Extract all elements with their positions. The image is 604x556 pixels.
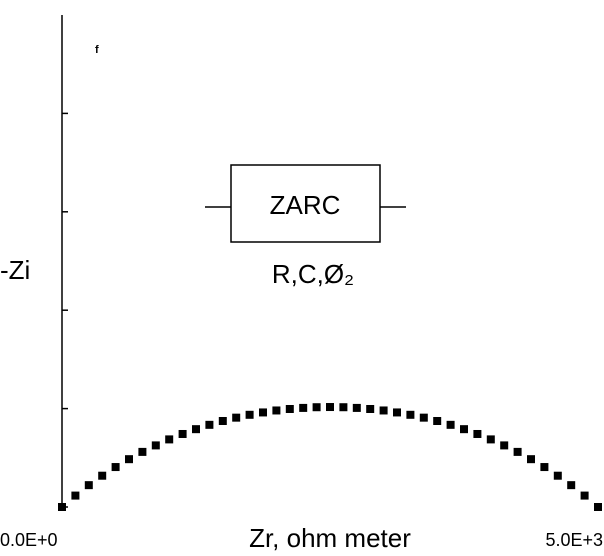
data-point (58, 503, 66, 511)
data-point (71, 491, 80, 500)
data-point (460, 425, 468, 434)
x-tick-label: 0.0E+0 (0, 530, 58, 550)
data-point (178, 429, 187, 438)
data-point (165, 435, 174, 444)
data-point (299, 403, 308, 412)
data-point (272, 406, 281, 415)
data-point (500, 441, 509, 450)
data-point (259, 408, 267, 417)
data-point (366, 404, 375, 413)
data-point (245, 410, 254, 419)
data-point (151, 441, 160, 450)
data-point (433, 416, 442, 425)
data-point (446, 420, 455, 429)
data-point (406, 410, 415, 419)
data-point (379, 406, 388, 415)
data-point (352, 403, 361, 412)
panel-label: f (95, 44, 99, 56)
data-point (553, 471, 562, 480)
circuit-box (230, 164, 381, 243)
data-point (393, 408, 401, 417)
data-point (594, 503, 602, 511)
data-point (192, 425, 200, 434)
data-point (312, 403, 321, 412)
data-point (567, 481, 576, 490)
data-point (513, 447, 522, 456)
data-point (326, 403, 334, 412)
data-point (218, 416, 227, 425)
data-point (138, 447, 147, 456)
data-point (473, 429, 482, 438)
circuit-params: R,C,Ø₂ (272, 259, 354, 289)
data-point (84, 481, 93, 490)
data-point (205, 420, 214, 429)
data-point (339, 403, 348, 412)
data-point (98, 471, 107, 480)
data-point (527, 455, 535, 464)
data-point (111, 463, 120, 472)
data-point (285, 404, 294, 413)
x-tick-label: 5.0E+3 (545, 530, 603, 550)
data-point (540, 463, 549, 472)
data-point (125, 455, 133, 464)
data-point (419, 413, 428, 422)
y-axis-label: -Zi (0, 255, 30, 285)
circuit-label: ZARC (270, 190, 341, 220)
data-point (232, 413, 241, 422)
data-point (486, 435, 495, 444)
x-axis-label: Zr, ohm meter (249, 523, 411, 553)
data-point (580, 491, 589, 500)
